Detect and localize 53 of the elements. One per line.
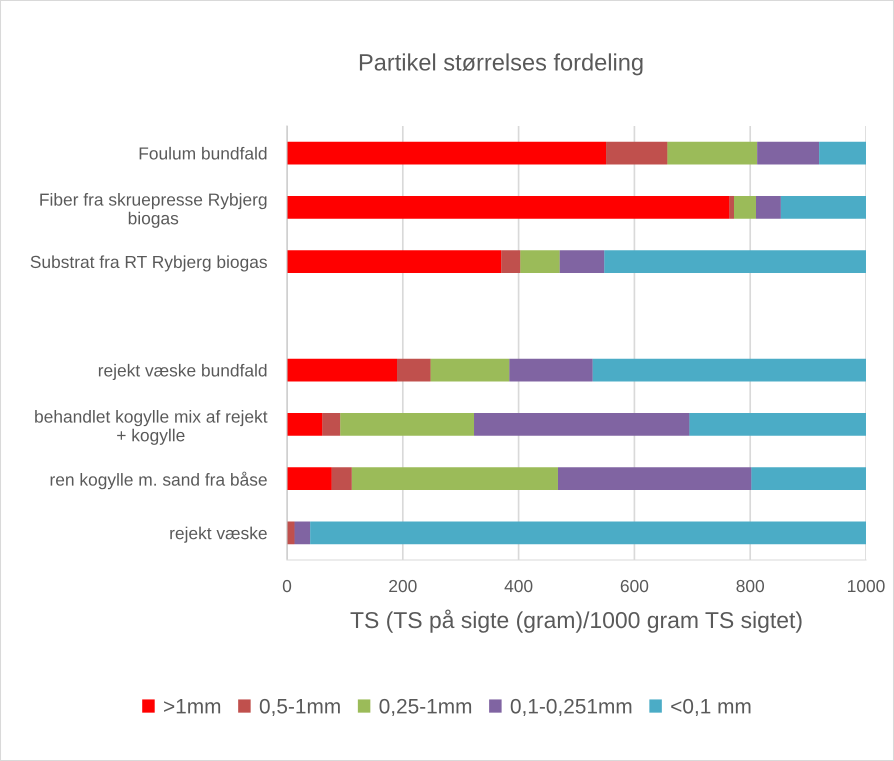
bar <box>501 250 520 274</box>
bar <box>520 250 560 274</box>
bar <box>474 412 690 436</box>
bar <box>430 358 510 382</box>
bar <box>757 142 820 165</box>
bar <box>689 412 866 436</box>
bar <box>340 412 474 436</box>
y-tick-label: behandlet kogylle mix af rejekt + kogylle <box>35 410 268 445</box>
bar <box>819 142 866 165</box>
y-tick-label: Substrat fra RT Rybjerg biogas <box>30 255 267 272</box>
bar <box>310 521 866 544</box>
bar <box>734 196 756 219</box>
bar <box>780 196 866 219</box>
bar <box>667 142 758 165</box>
bar <box>287 142 606 165</box>
x-tick-label: 200 <box>389 580 417 592</box>
x-tick-label: 400 <box>504 580 532 592</box>
y-tick-label: rejekt væske <box>170 526 267 543</box>
y-tick-label: Fiber fra skruepresse Rybjerg biogas <box>40 192 266 228</box>
legend-label: 0,5-1mm <box>260 698 340 716</box>
bar <box>287 196 730 219</box>
chart-title: Partikel størrelses fordeling <box>360 53 643 76</box>
bar <box>287 412 322 436</box>
legend-label: <0,1 mm <box>671 698 750 716</box>
x-axis-title: TS (TS på sigte (gram)/1000 gram TS sigtet) <box>350 610 802 633</box>
x-tick-label: 600 <box>620 580 648 592</box>
bar <box>751 467 866 490</box>
bar <box>322 412 340 436</box>
x-tick-label: 0 <box>282 580 292 592</box>
y-tick-label: rejekt væske bundfald <box>98 364 266 380</box>
bar <box>397 358 431 382</box>
y-tick-label: Foulum bundfald <box>140 146 266 160</box>
bar <box>560 250 604 274</box>
y-tick-label: ren kogylle m. sand fra båse <box>50 472 267 490</box>
bar <box>287 250 502 274</box>
bar <box>332 467 352 490</box>
x-tick-label: 800 <box>736 580 764 592</box>
bar <box>558 467 752 490</box>
legend-label: 0,1-0,251mm <box>510 698 632 716</box>
bar <box>604 250 866 274</box>
bar <box>287 467 332 490</box>
bar <box>294 521 310 544</box>
bar <box>287 358 398 382</box>
bar <box>509 358 593 382</box>
bar <box>756 196 781 219</box>
bar <box>287 521 295 544</box>
bar <box>592 358 866 382</box>
x-tick-label: 1000 <box>848 580 885 592</box>
bar <box>729 196 734 219</box>
legend-label: >1mm <box>164 699 220 714</box>
bar <box>606 142 668 165</box>
legend-label: 0,25-1mm <box>379 698 472 716</box>
bar <box>352 467 558 490</box>
